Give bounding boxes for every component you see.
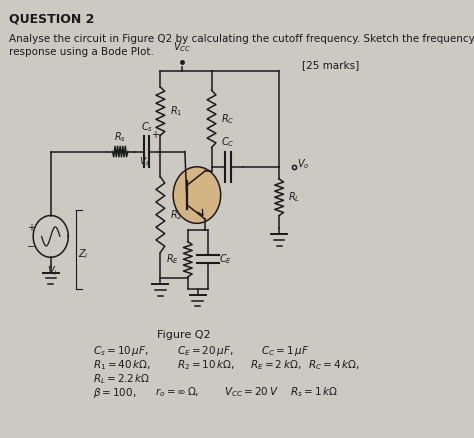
Text: +: +: [151, 130, 159, 140]
Text: $Z_i$: $Z_i$: [78, 247, 89, 261]
Text: $R_2$: $R_2$: [170, 208, 182, 222]
Text: $R_s = 1\,k\Omega$: $R_s = 1\,k\Omega$: [290, 386, 338, 399]
Circle shape: [173, 167, 221, 223]
Text: $r_o = \infty\,\Omega,$: $r_o = \infty\,\Omega,$: [155, 386, 199, 399]
Text: $R_1 = 40\,k\Omega,$: $R_1 = 40\,k\Omega,$: [93, 358, 151, 371]
Text: $R_C = 4\,k\Omega,$: $R_C = 4\,k\Omega,$: [309, 358, 360, 371]
Text: +: +: [27, 223, 35, 233]
Text: $C_s = 10\,\mu F,$: $C_s = 10\,\mu F,$: [93, 344, 149, 358]
Text: $C_C$: $C_C$: [221, 136, 235, 149]
Text: $C_E$: $C_E$: [219, 252, 232, 266]
Text: Figure Q2: Figure Q2: [157, 330, 211, 340]
Text: $C_s$: $C_s$: [141, 120, 153, 134]
Text: $-$: $-$: [26, 240, 35, 250]
Text: response using a Bode Plot.: response using a Bode Plot.: [9, 47, 154, 57]
Text: $R_s$: $R_s$: [114, 130, 126, 144]
Text: $R_2 = 10\,k\Omega,$: $R_2 = 10\,k\Omega,$: [177, 358, 235, 371]
Text: Analyse the circuit in Figure Q2 by calculating the cutoff frequency. Sketch the: Analyse the circuit in Figure Q2 by calc…: [9, 34, 474, 44]
Text: $C_E = 20\,\mu F,$: $C_E = 20\,\mu F,$: [177, 344, 234, 358]
Text: QUESTION 2: QUESTION 2: [9, 12, 94, 25]
Text: $V_{CC} = 20\,V$: $V_{CC} = 20\,V$: [224, 386, 279, 399]
Text: $R_L = 2.2\,k\Omega$: $R_L = 2.2\,k\Omega$: [93, 372, 150, 385]
Text: [25 marks]: [25 marks]: [302, 60, 360, 70]
Text: $R_C$: $R_C$: [221, 112, 234, 126]
Text: $V_o$: $V_o$: [297, 158, 310, 172]
Text: $R_1$: $R_1$: [170, 104, 182, 118]
Text: $V_b$: $V_b$: [139, 156, 151, 168]
Text: $V_{CC}$: $V_{CC}$: [173, 40, 191, 53]
Text: $R_E$: $R_E$: [165, 252, 179, 266]
Text: $V_i$: $V_i$: [47, 265, 58, 279]
Text: $C_C = 1\,\mu F$: $C_C = 1\,\mu F$: [261, 344, 309, 358]
Text: $R_E = 2\,k\Omega,$: $R_E = 2\,k\Omega,$: [250, 358, 301, 371]
Text: $\beta = 100,$: $\beta = 100,$: [93, 386, 137, 400]
Text: $R_L$: $R_L$: [288, 191, 301, 204]
